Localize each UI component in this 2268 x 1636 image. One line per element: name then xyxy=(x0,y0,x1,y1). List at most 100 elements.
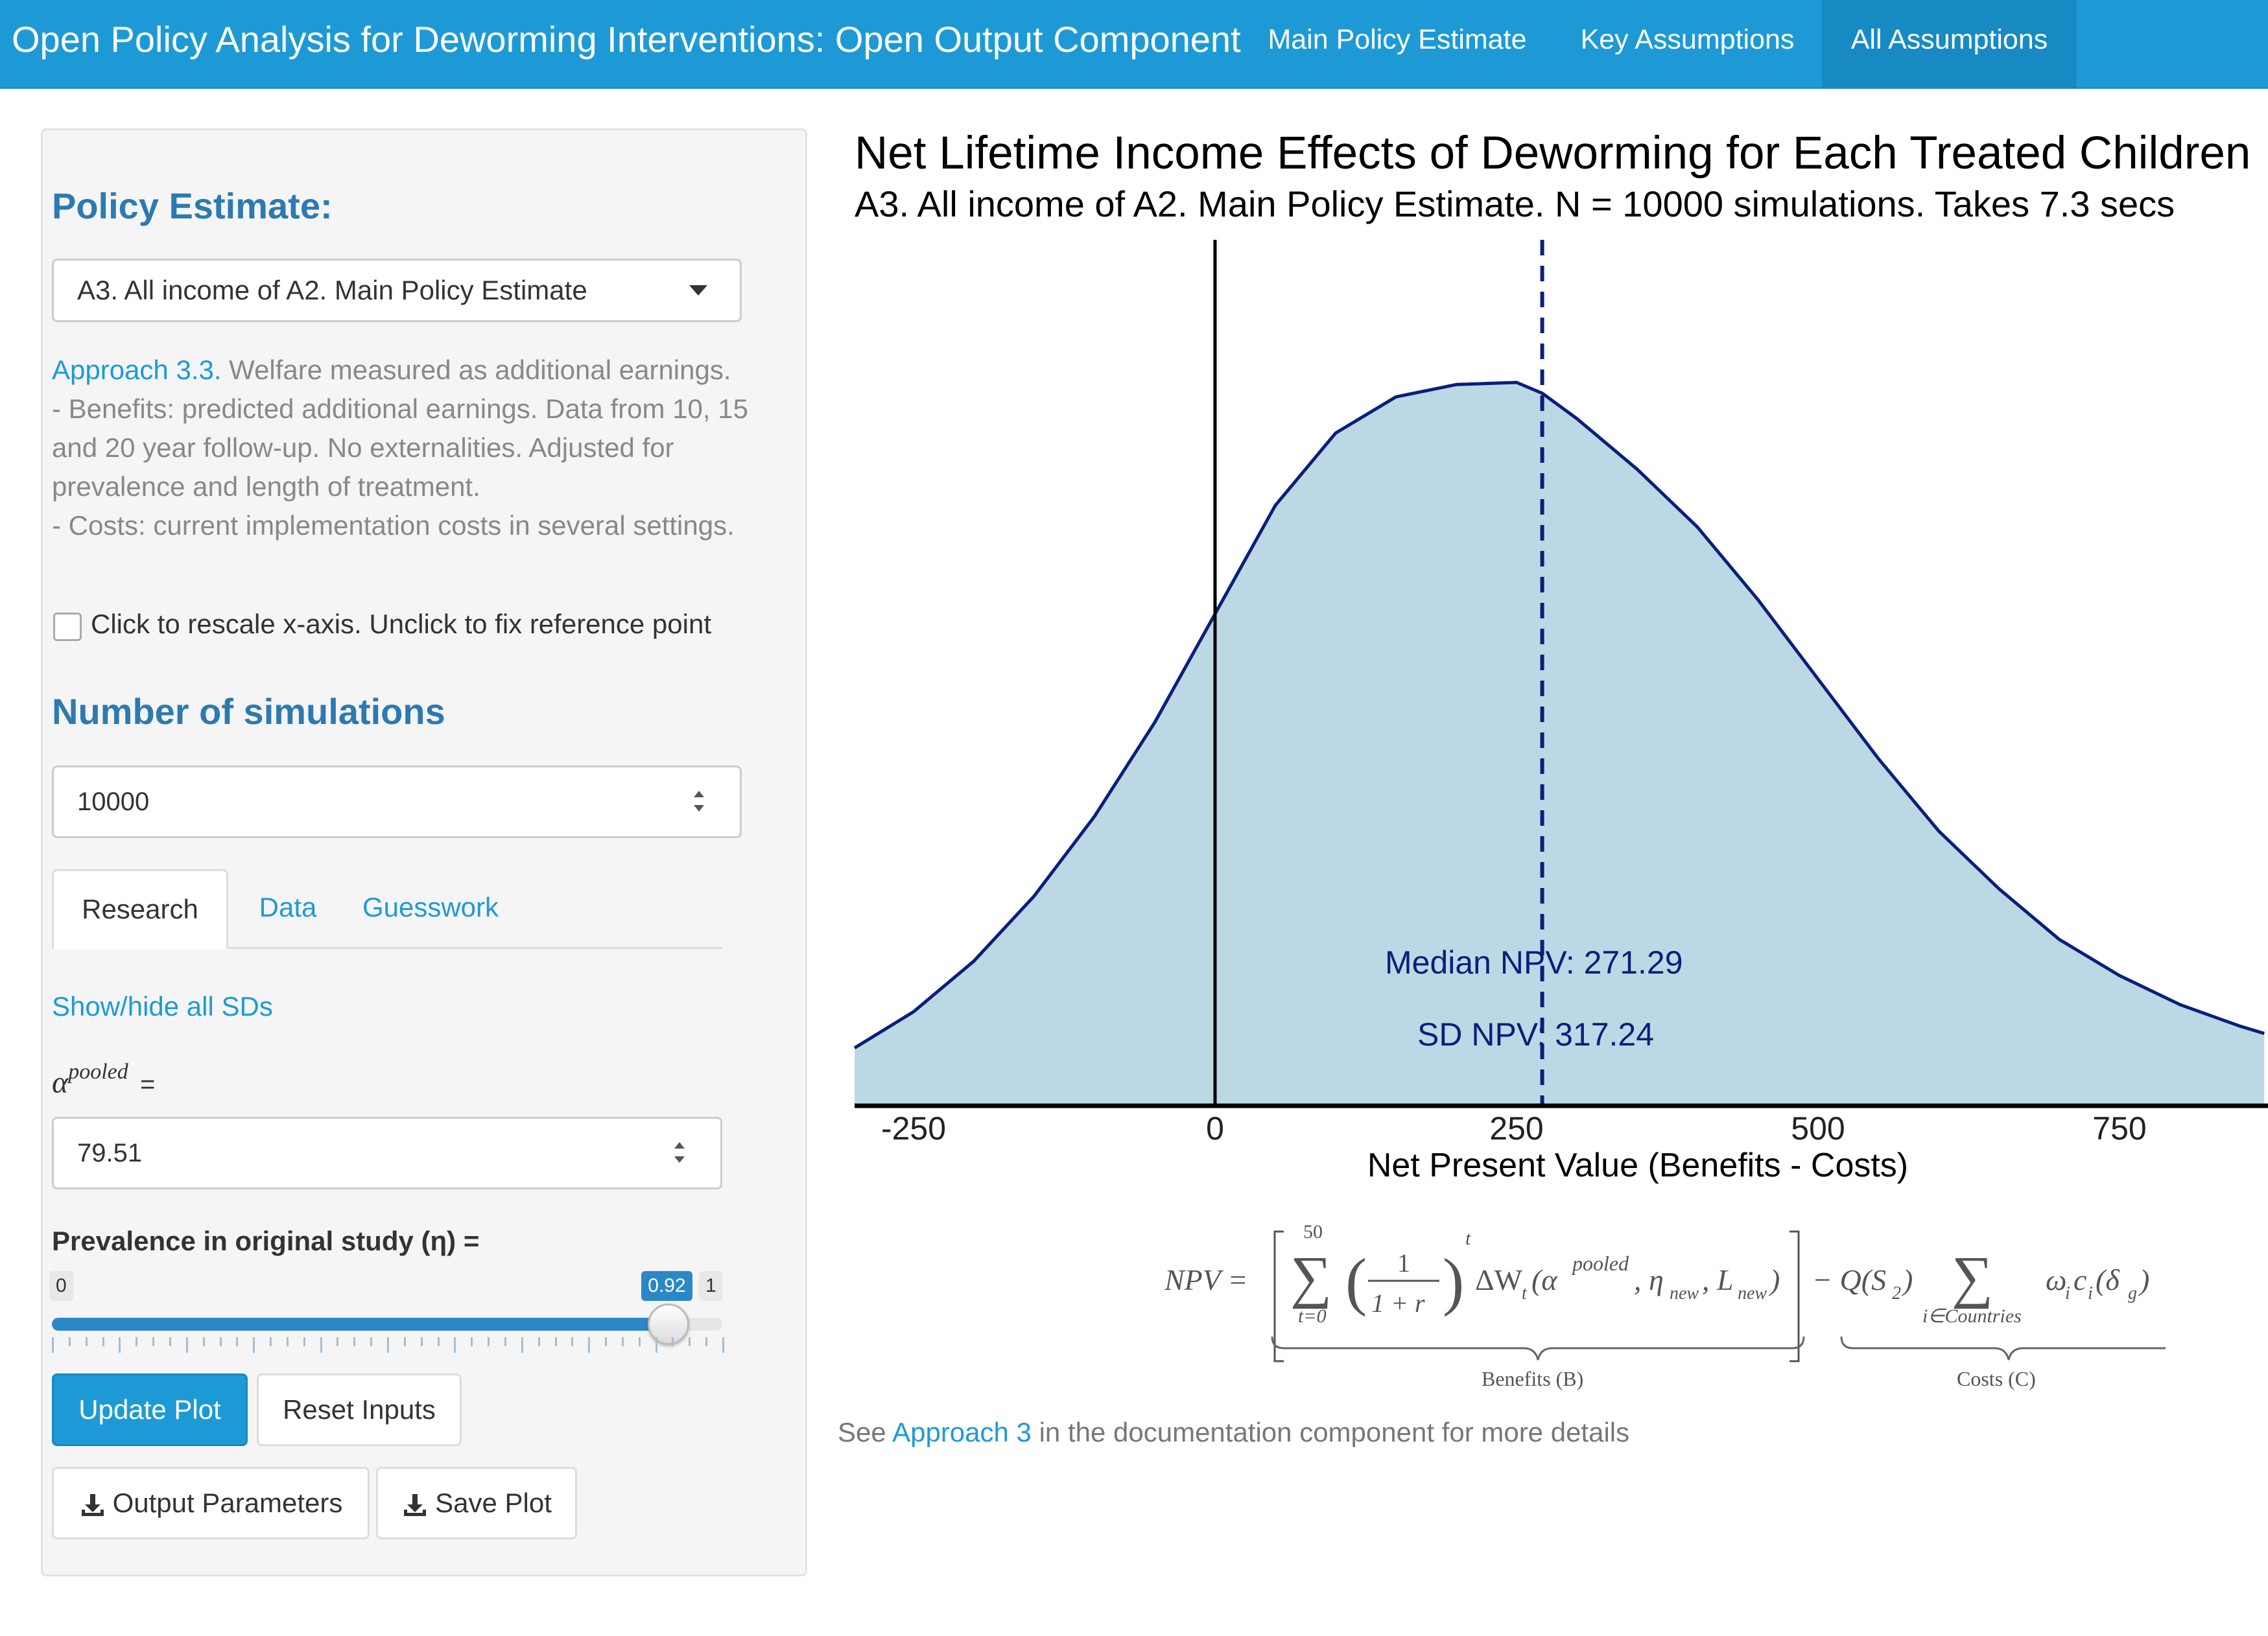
slider-tick xyxy=(621,1337,624,1346)
slider-tick xyxy=(169,1337,171,1346)
update-plot-button[interactable]: Update Plot xyxy=(52,1373,248,1446)
description-line-2: - Benefits: predicted additional earning… xyxy=(52,393,748,502)
delta-sub: g xyxy=(2128,1283,2137,1303)
top-navbar: Open Policy Analysis for Deworming Inter… xyxy=(0,0,2268,89)
l-sub: new xyxy=(1738,1283,1767,1303)
reset-inputs-button[interactable]: Reset Inputs xyxy=(257,1373,462,1446)
alpha-pooled-input[interactable]: 79.51 xyxy=(52,1117,722,1189)
rescale-checkbox[interactable] xyxy=(53,613,82,641)
slider-current-value: 0.92 xyxy=(641,1271,692,1301)
approach-3-link[interactable]: Approach 3 xyxy=(892,1417,1032,1447)
policy-estimate-title: Policy Estimate: xyxy=(52,185,333,226)
slider-max-label: 1 xyxy=(699,1271,723,1301)
median-npv-annotation: Median NPV: 271.29 xyxy=(1385,944,1683,981)
c-sub: i xyxy=(2088,1283,2093,1303)
slider-tick xyxy=(588,1337,591,1353)
sum-lower: t=0 xyxy=(1298,1305,1327,1327)
prevalence-slider-fill xyxy=(52,1318,669,1331)
description-line-3: - Costs: current implementation costs in… xyxy=(52,510,735,541)
app-title: Open Policy Analysis for Deworming Inter… xyxy=(12,19,1241,60)
tab-guesswork[interactable]: Guesswork xyxy=(362,892,499,922)
slider-tick xyxy=(689,1337,691,1346)
formula-lhs: NPV = xyxy=(1164,1263,1248,1296)
cost-sum-lower: i∈Countries xyxy=(1922,1305,2022,1327)
prevalence-slider-handle[interactable] xyxy=(648,1303,690,1345)
download-icon xyxy=(404,1493,427,1516)
alpha-pooled-label: αpooled = xyxy=(52,1060,156,1101)
tab-research[interactable]: Research xyxy=(52,869,228,950)
alpha-superscript: pooled xyxy=(68,1060,128,1084)
npv-formula-graphic: NPV = 50 ∑ t=0 ( 1 1 + r ) t ΔW t (α poo… xyxy=(1164,1221,2177,1390)
x-axis-title: Net Present Value (Benefits - Costs) xyxy=(1367,1147,1909,1184)
slider-tick xyxy=(185,1337,188,1353)
chevron-down-icon xyxy=(689,285,707,296)
stepper-icon[interactable] xyxy=(692,789,706,813)
slider-tick xyxy=(488,1337,490,1346)
slider-tick xyxy=(52,1337,54,1353)
slider-tick xyxy=(270,1337,272,1346)
tab-data[interactable]: Data xyxy=(259,892,317,922)
svg-text:): ) xyxy=(1443,1245,1464,1317)
delta-w: ΔW xyxy=(1475,1263,1523,1296)
density-curve xyxy=(853,380,2265,1049)
rescale-checkbox-label: Click to rescale x-axis. Unclick to fix … xyxy=(91,609,711,639)
slider-tick xyxy=(286,1337,289,1346)
slider-tick xyxy=(219,1337,222,1346)
benefits-label: Benefits (B) xyxy=(1482,1367,1583,1390)
slider-tick xyxy=(471,1337,473,1346)
slider-tick xyxy=(554,1337,557,1346)
w-sub-t: t xyxy=(1522,1283,1528,1303)
slider-tick xyxy=(655,1337,657,1353)
download-icon xyxy=(81,1493,104,1516)
approach-link[interactable]: Approach 3.3. xyxy=(52,355,222,385)
simulations-value: 10000 xyxy=(77,788,150,816)
slider-tick xyxy=(387,1337,389,1353)
description-line-1: Welfare measured as additional earnings. xyxy=(221,355,731,385)
simulations-input[interactable]: 10000 xyxy=(52,765,742,838)
prevalence-slider-track[interactable] xyxy=(52,1318,722,1331)
output-parameters-button[interactable]: Output Parameters xyxy=(52,1467,370,1539)
note-prefix: See xyxy=(838,1417,893,1447)
slider-tick xyxy=(420,1337,423,1346)
policy-estimate-select[interactable]: A3. All income of A2. Main Policy Estima… xyxy=(52,259,742,322)
alpha-open: (α xyxy=(1531,1263,1557,1296)
frac-num: 1 xyxy=(1397,1248,1410,1278)
slider-tick xyxy=(504,1337,506,1346)
alpha-equals: = xyxy=(139,1069,156,1099)
nav-key-assumptions[interactable]: Key Assumptions xyxy=(1580,24,1795,55)
x-tick-label: 750 xyxy=(2092,1110,2147,1147)
plot-title: Net Lifetime Income Effects of Deworming… xyxy=(855,128,2251,179)
q-sub: 2 xyxy=(1892,1283,1901,1303)
x-tick-label: -250 xyxy=(880,1110,947,1147)
save-plot-button[interactable]: Save Plot xyxy=(376,1467,577,1539)
power-t: t xyxy=(1465,1228,1471,1249)
slider-tick xyxy=(136,1337,138,1346)
close-paren: ) xyxy=(1768,1263,1780,1296)
slider-tick xyxy=(353,1337,356,1346)
slider-tick xyxy=(537,1337,540,1346)
nav-main-policy-estimate[interactable]: Main Policy Estimate xyxy=(1268,24,1527,55)
prevalence-label: Prevalence in original study (η) = xyxy=(52,1226,480,1256)
policy-estimate-selected-value: A3. All income of A2. Main Policy Estima… xyxy=(77,275,587,305)
delta-close: ) xyxy=(2138,1263,2149,1296)
svg-text:(: ( xyxy=(1345,1245,1367,1317)
show-hide-sds-link[interactable]: Show/hide all SDs xyxy=(52,991,273,1022)
slider-tick xyxy=(102,1337,104,1346)
x-tick-label: 0 xyxy=(1206,1110,1224,1147)
nav-all-assumptions[interactable]: All Assumptions xyxy=(1822,0,2077,88)
number-of-simulations-title: Number of simulations xyxy=(52,691,445,732)
slider-tick xyxy=(705,1337,708,1346)
slider-tick xyxy=(253,1337,255,1353)
slider-tick xyxy=(722,1337,724,1353)
alpha-symbol: α xyxy=(52,1065,69,1100)
stepper-icon[interactable] xyxy=(672,1141,687,1164)
slider-tick xyxy=(571,1337,574,1346)
svg-text:∑: ∑ xyxy=(1290,1245,1332,1309)
slider-tick xyxy=(370,1337,373,1346)
slider-tick xyxy=(236,1337,239,1346)
slider-tick xyxy=(85,1337,88,1346)
x-tick-label: 500 xyxy=(1791,1110,1845,1147)
slider-tick xyxy=(638,1337,641,1346)
slider-tick xyxy=(672,1337,674,1346)
